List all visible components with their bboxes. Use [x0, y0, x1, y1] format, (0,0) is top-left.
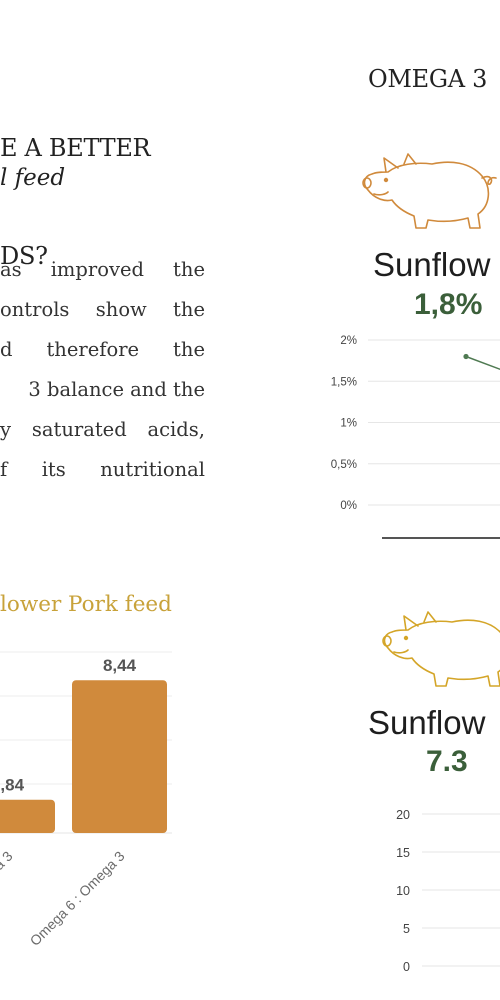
heading-line: DS? — [0, 242, 48, 270]
line-chart-top: 2% 1,5% 1% 0,5% 0% — [331, 335, 500, 539]
y-tick-label: 15 — [396, 846, 410, 860]
right-heading: OMEGA 3 — [368, 65, 488, 93]
y-tick-label: 20 — [396, 808, 410, 822]
bar-data-label: 1,84 — [0, 776, 25, 795]
y-tick-label: 0 — [403, 960, 410, 974]
heading-line: E A BETTER — [0, 134, 151, 162]
paragraph-line: 3 balance and the — [28, 378, 205, 401]
paragraph-line: as improved the — [0, 258, 205, 281]
y-tick-label: 0,5% — [331, 459, 357, 471]
paragraph-line: d therefore the — [0, 338, 205, 361]
bar-data-label: 8,44 — [103, 656, 137, 675]
y-tick-label: 0% — [340, 500, 357, 512]
panel-value: 1,8% — [414, 288, 483, 321]
bar — [72, 680, 167, 833]
y-tick-label: 2% — [340, 335, 357, 347]
subtitle: l feed — [0, 165, 66, 191]
line-chart-bottom: 20 15 10 5 0 — [396, 808, 500, 974]
bar — [0, 799, 55, 833]
pig-icon — [362, 153, 497, 229]
panel-label: Sunflow — [373, 246, 491, 283]
x-tick-label: ega 3 — [0, 848, 16, 884]
paragraph-line: y saturated acids, — [0, 418, 205, 441]
pig-icon — [382, 611, 500, 687]
x-tick-label: Omega 6 : Omega 3 — [27, 848, 128, 949]
y-tick-label: 1% — [340, 418, 357, 430]
section-heading: E A BETTER DS? — [0, 58, 151, 310]
panel-label: Sunflow — [368, 704, 486, 741]
panel-value: 7.3 — [426, 745, 468, 778]
body-paragraph: as improved the ontrols show the d there… — [0, 250, 205, 490]
paragraph-line: f its nutritional — [0, 458, 205, 481]
bar-chart-title: lower Pork feed — [0, 592, 172, 617]
y-tick-label: 5 — [403, 922, 410, 936]
data-point — [463, 353, 469, 360]
paragraph-line: ontrols show the — [0, 298, 205, 321]
bar-marks: 1,84 ega 3 8,44 Omega 6 : Omega 3 — [0, 656, 167, 949]
series-line — [465, 355, 500, 371]
bar-chart: 1,84 ega 3 8,44 Omega 6 : Omega 3 — [0, 651, 172, 949]
y-tick-label: 10 — [396, 884, 410, 898]
y-tick-label: 1,5% — [331, 376, 357, 388]
